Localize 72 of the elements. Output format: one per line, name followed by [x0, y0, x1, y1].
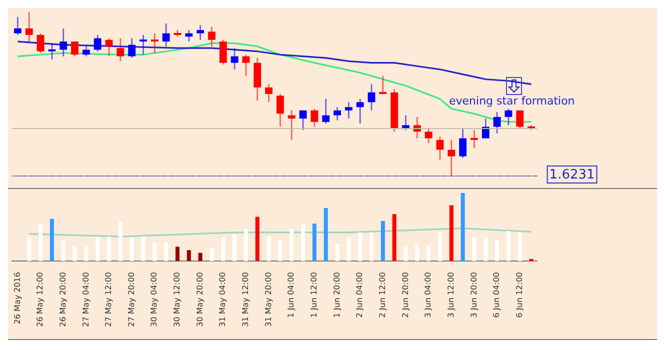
- bar: [358, 232, 362, 261]
- bar: [506, 231, 510, 261]
- bar: [50, 218, 54, 261]
- x-tick-label: 30 May 12:00: [172, 272, 182, 327]
- x-tick-label: 3 Jun 12:00: [446, 272, 456, 318]
- bar: [426, 245, 431, 261]
- bar: [198, 252, 202, 261]
- x-tick-label: 3 Jun 20:00: [469, 272, 478, 318]
- x-tick-label: 30 May 20:00: [195, 272, 204, 327]
- bar: [221, 237, 226, 261]
- x-tick-label: 27 May 12:00: [104, 272, 114, 327]
- bar: [495, 240, 500, 261]
- bar: [232, 234, 237, 261]
- x-tick-label: 26 May 12:00: [36, 272, 45, 327]
- bar: [335, 244, 340, 261]
- text: 1.6231: [549, 167, 595, 182]
- bar: [27, 236, 32, 261]
- bar: [130, 237, 134, 261]
- bar: [61, 240, 66, 261]
- bar: [186, 250, 191, 261]
- x-tick-label: 1 Jun 20:00: [332, 272, 342, 318]
- x-tick-label: 2 Jun 04:00: [355, 272, 364, 318]
- candlestick: [379, 76, 387, 94]
- bar: [118, 222, 122, 261]
- x-tick-label: 6 Jun 04:00: [492, 272, 502, 318]
- candlestick: [470, 130, 478, 148]
- bar: [152, 242, 157, 261]
- bar: [472, 237, 476, 261]
- bar: [210, 248, 214, 261]
- bar: [380, 220, 385, 261]
- bar: [290, 228, 294, 261]
- x-tick-label: 1 Jun 04:00: [286, 272, 296, 318]
- x-tick-label: 26 May 20:00: [58, 272, 68, 327]
- x-tick-label: 2 Jun 20:00: [400, 272, 410, 318]
- bar: [370, 232, 374, 261]
- bar: [301, 224, 306, 261]
- x-tick-label: 31 May 20:00: [264, 272, 273, 327]
- annotation: evening star formation: [448, 94, 575, 108]
- candlestick: [288, 110, 296, 140]
- x-tick-label: 6 Jun 12:00: [514, 272, 524, 318]
- bar: [518, 232, 522, 261]
- bar: [244, 228, 248, 261]
- bar: [392, 214, 396, 261]
- bar: [266, 236, 271, 261]
- x-tick-label: 31 May 04:00: [218, 272, 228, 327]
- bar: [278, 240, 282, 261]
- bar: [346, 237, 351, 261]
- bar: [484, 237, 488, 261]
- bar: [164, 242, 168, 261]
- bar: [72, 246, 77, 261]
- x-tick-label: 27 May 04:00: [81, 272, 90, 327]
- candlestick: [140, 34, 147, 55]
- x-tick-label: 1 Jun 12:00: [310, 272, 319, 318]
- x-tick-label: 27 May 20:00: [126, 272, 136, 327]
- bar: [449, 205, 454, 261]
- bar: [324, 208, 328, 261]
- bar: [96, 236, 100, 261]
- x-tick-label: 3 Jun 04:00: [424, 272, 433, 318]
- bar: [38, 224, 43, 261]
- x-tick-label: 31 May 12:00: [241, 272, 250, 327]
- bar: [175, 246, 180, 261]
- x-tick-label: 26 May 2016: [12, 272, 22, 324]
- bar: [438, 232, 442, 261]
- bar: [312, 224, 316, 261]
- bar: [415, 244, 420, 261]
- bar: [460, 193, 465, 261]
- bar: [84, 245, 88, 261]
- x-tick-label: 30 May 04:00: [150, 272, 159, 327]
- candlestick: [150, 33, 158, 53]
- x-tick-label: 2 Jun 12:00: [378, 272, 387, 318]
- bar: [255, 216, 260, 261]
- bar: [107, 236, 112, 261]
